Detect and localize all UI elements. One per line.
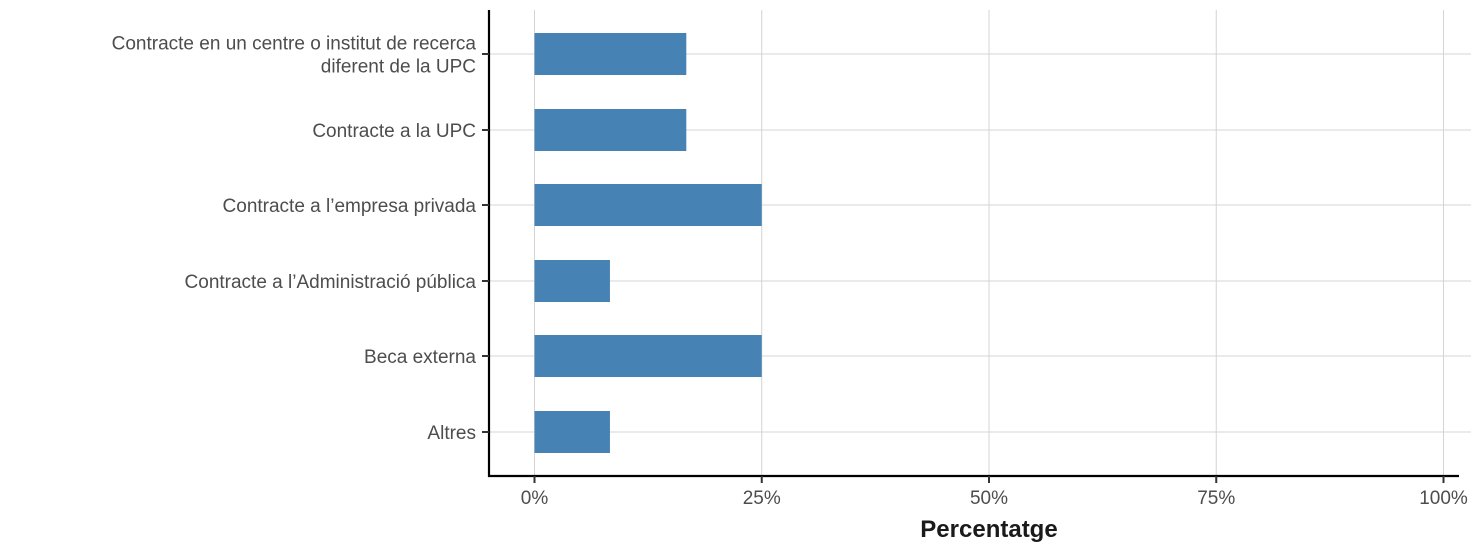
bar bbox=[534, 33, 687, 75]
x-tick-label: 75% bbox=[1197, 488, 1235, 509]
bar bbox=[534, 184, 762, 226]
bar bbox=[534, 335, 762, 377]
y-tick-label: Contracte a l’Administració pública bbox=[185, 272, 477, 293]
y-axis-labels: Contracte en un centre o institut de rec… bbox=[112, 34, 489, 444]
y-tick-label: diferent de la UPC bbox=[321, 57, 476, 78]
y-tick-label: Altres bbox=[427, 423, 476, 444]
x-tick-label: 0% bbox=[521, 488, 549, 509]
bar bbox=[534, 109, 687, 151]
y-tick-label: Contracte en un centre o institut de rec… bbox=[112, 34, 477, 55]
y-tick-label: Contracte a l’empresa privada bbox=[223, 196, 477, 217]
x-tick-label: 25% bbox=[743, 488, 781, 509]
y-tick-label: Beca externa bbox=[364, 347, 476, 368]
x-tick-label: 100% bbox=[1419, 488, 1468, 509]
grid bbox=[489, 10, 1471, 476]
x-tick-label: 50% bbox=[970, 488, 1008, 509]
bar bbox=[534, 411, 610, 453]
bars bbox=[534, 33, 762, 453]
x-axis-ticks: 0% 25% 50% 75% 100% bbox=[521, 476, 1468, 509]
y-tick-label: Contracte a la UPC bbox=[312, 121, 476, 142]
x-axis-title: Percentatge bbox=[920, 516, 1057, 543]
axes bbox=[487, 10, 1459, 478]
bar bbox=[534, 260, 610, 302]
